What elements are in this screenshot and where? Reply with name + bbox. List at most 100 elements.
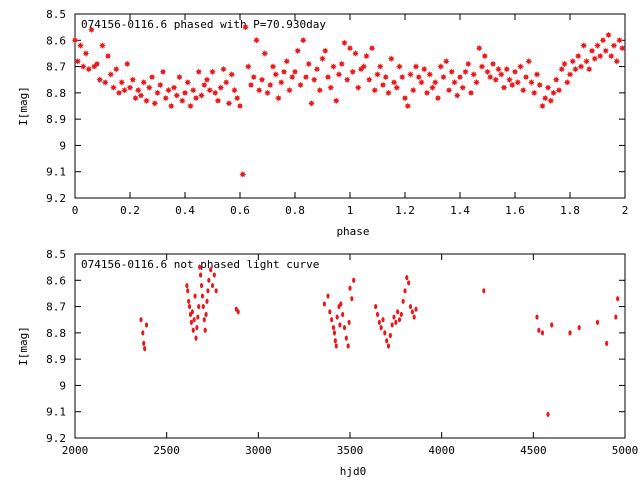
data-point	[613, 57, 621, 65]
data-point	[321, 47, 329, 55]
data-point	[79, 63, 87, 70]
data-point	[266, 81, 274, 89]
data-point	[371, 86, 379, 94]
x-tick-label: 2	[622, 204, 629, 217]
data-point	[192, 94, 200, 102]
data-point	[335, 71, 343, 78]
data-point	[533, 71, 541, 78]
data-point	[420, 65, 428, 73]
data-point	[462, 68, 469, 76]
data-point	[346, 343, 350, 349]
data-point	[473, 78, 480, 86]
data-point	[464, 60, 472, 68]
data-point	[140, 78, 148, 86]
data-point	[338, 60, 346, 68]
data-point	[614, 314, 618, 320]
data-point	[365, 76, 373, 84]
data-point	[233, 94, 241, 102]
data-point	[583, 57, 590, 65]
data-point	[610, 42, 618, 49]
data-point	[339, 301, 343, 307]
data-point	[297, 81, 304, 89]
data-point	[350, 296, 354, 302]
data-point	[535, 314, 539, 320]
data-point	[189, 86, 197, 94]
data-point	[222, 78, 230, 86]
data-point	[154, 89, 161, 97]
data-point	[596, 52, 604, 60]
data-point	[605, 340, 609, 346]
data-point	[568, 330, 572, 336]
x-tick-label: 1	[347, 204, 354, 217]
y-tick-label: 8.7	[46, 301, 66, 314]
data-point	[88, 26, 95, 34]
data-point	[552, 76, 560, 84]
data-points	[71, 23, 626, 178]
chart-title: 074156-0116.6 not phased light curve	[81, 258, 319, 271]
data-point	[407, 280, 411, 286]
data-point	[478, 63, 486, 70]
data-point	[199, 282, 204, 289]
data-point	[236, 102, 244, 110]
phased-light-curve-panel: 0 0.2 0.4 0.6 0.8 1 1.2 1.4 1.6 1.8 2 8.5 8.6 8.7 8.8 8…	[17, 8, 628, 238]
data-point	[360, 63, 368, 70]
data-point	[544, 84, 552, 91]
data-point	[605, 31, 612, 39]
data-point	[107, 71, 115, 78]
x-tick-label: 4500	[520, 444, 547, 457]
data-point	[194, 335, 198, 341]
data-point	[385, 338, 389, 344]
data-point	[348, 285, 352, 291]
data-point	[415, 73, 423, 81]
data-point	[207, 277, 211, 283]
data-point	[85, 65, 93, 73]
data-point	[385, 89, 392, 97]
data-point	[192, 317, 196, 323]
data-point	[349, 68, 357, 76]
data-point	[401, 94, 409, 102]
data-point	[394, 319, 398, 325]
y-tick-label: 8.6	[46, 274, 66, 287]
data-point	[541, 94, 549, 102]
data-point	[327, 84, 335, 91]
data-point	[379, 81, 387, 89]
data-point	[408, 303, 413, 310]
data-point	[383, 330, 387, 336]
y-tick-label: 8.8	[46, 327, 66, 340]
data-point	[74, 57, 82, 65]
data-point	[144, 322, 149, 328]
data-point	[412, 63, 420, 70]
data-point	[330, 317, 334, 323]
data-point	[550, 322, 554, 328]
data-point	[459, 84, 467, 91]
data-point	[126, 84, 134, 91]
data-point	[181, 89, 189, 97]
x-tick-label: 1.8	[560, 204, 580, 217]
data-point	[342, 325, 347, 331]
data-point	[403, 288, 407, 294]
data-point	[431, 78, 439, 86]
data-point	[220, 65, 227, 73]
data-point	[209, 68, 216, 76]
data-point	[299, 36, 307, 44]
data-point	[198, 264, 202, 270]
data-point	[162, 94, 170, 102]
data-point	[379, 325, 383, 331]
data-point	[197, 303, 201, 310]
data-point	[386, 343, 391, 349]
data-point	[536, 81, 544, 89]
data-point	[398, 73, 406, 81]
data-point	[530, 89, 538, 97]
data-point	[269, 63, 277, 70]
data-point	[595, 319, 600, 325]
data-point	[352, 50, 359, 57]
data-point	[563, 78, 571, 86]
data-point	[540, 330, 545, 336]
data-point	[410, 309, 414, 315]
data-point	[71, 36, 79, 44]
data-point	[561, 60, 568, 68]
data-point	[407, 71, 414, 78]
data-point	[264, 89, 271, 97]
data-point	[141, 330, 145, 336]
